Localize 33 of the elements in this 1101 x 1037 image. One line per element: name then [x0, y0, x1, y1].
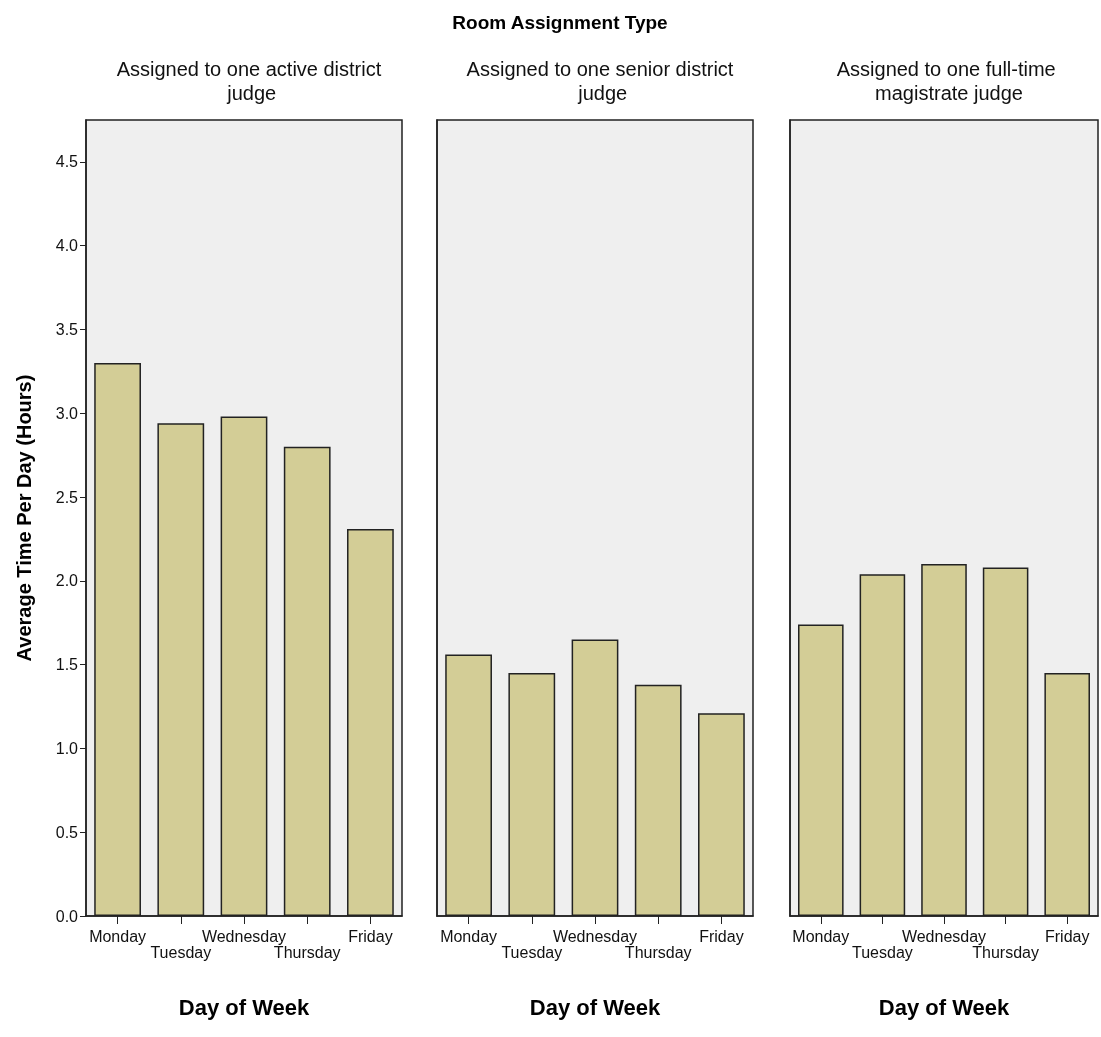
y-tick-label: 3.0 — [55, 404, 79, 422]
y-tick-label: 4.5 — [55, 153, 79, 171]
chart-subtitle: Assigned to one senior district judge — [466, 58, 734, 104]
x-tick-label: Wednesday — [901, 927, 987, 945]
x-tick-label: Friday — [348, 927, 393, 945]
x-tick-label: Wednesday — [552, 927, 638, 945]
x-tick-label: Thursday — [624, 943, 692, 961]
y-axis-title: Average Time Per Day (Hours) — [13, 374, 35, 662]
x-tick-label: Tuesday — [501, 943, 563, 961]
y-tick-label: 0.0 — [55, 907, 79, 925]
y-tick-label: 3.5 — [55, 320, 79, 338]
x-tick-label: Monday — [792, 927, 850, 945]
y-tick-label: 2.0 — [55, 572, 79, 590]
y-tick-label: 1.5 — [55, 656, 79, 674]
chart-subtitle: Assigned to one full-time magistrate judge — [836, 58, 1062, 104]
x-tick-label: Tuesday — [852, 943, 913, 961]
y-tick-label: 0.5 — [55, 823, 79, 841]
chart-subtitle: Assigned to one active district judge — [116, 58, 382, 104]
x-tick-label: Friday — [699, 927, 744, 945]
x-tick-label: Monday — [440, 927, 498, 945]
x-axis-title: Day of Week — [529, 994, 661, 1020]
x-tick-label: Friday — [1044, 927, 1090, 945]
y-tick-label: 2.5 — [55, 488, 79, 506]
x-axis-title: Day of Week — [878, 994, 1010, 1020]
x-tick-label: Tuesday — [150, 943, 212, 961]
x-tick-label: Thursday — [273, 943, 341, 961]
x-tick-label: Thursday — [972, 943, 1039, 961]
y-tick-label: 1.0 — [55, 739, 79, 757]
x-axis-title: Day of Week — [178, 994, 310, 1020]
chart-title: Room Assignment Type — [452, 12, 668, 33]
x-tick-label: Wednesday — [201, 927, 287, 945]
y-tick-label: 4.0 — [55, 237, 79, 255]
x-tick-label: Monday — [89, 927, 147, 945]
